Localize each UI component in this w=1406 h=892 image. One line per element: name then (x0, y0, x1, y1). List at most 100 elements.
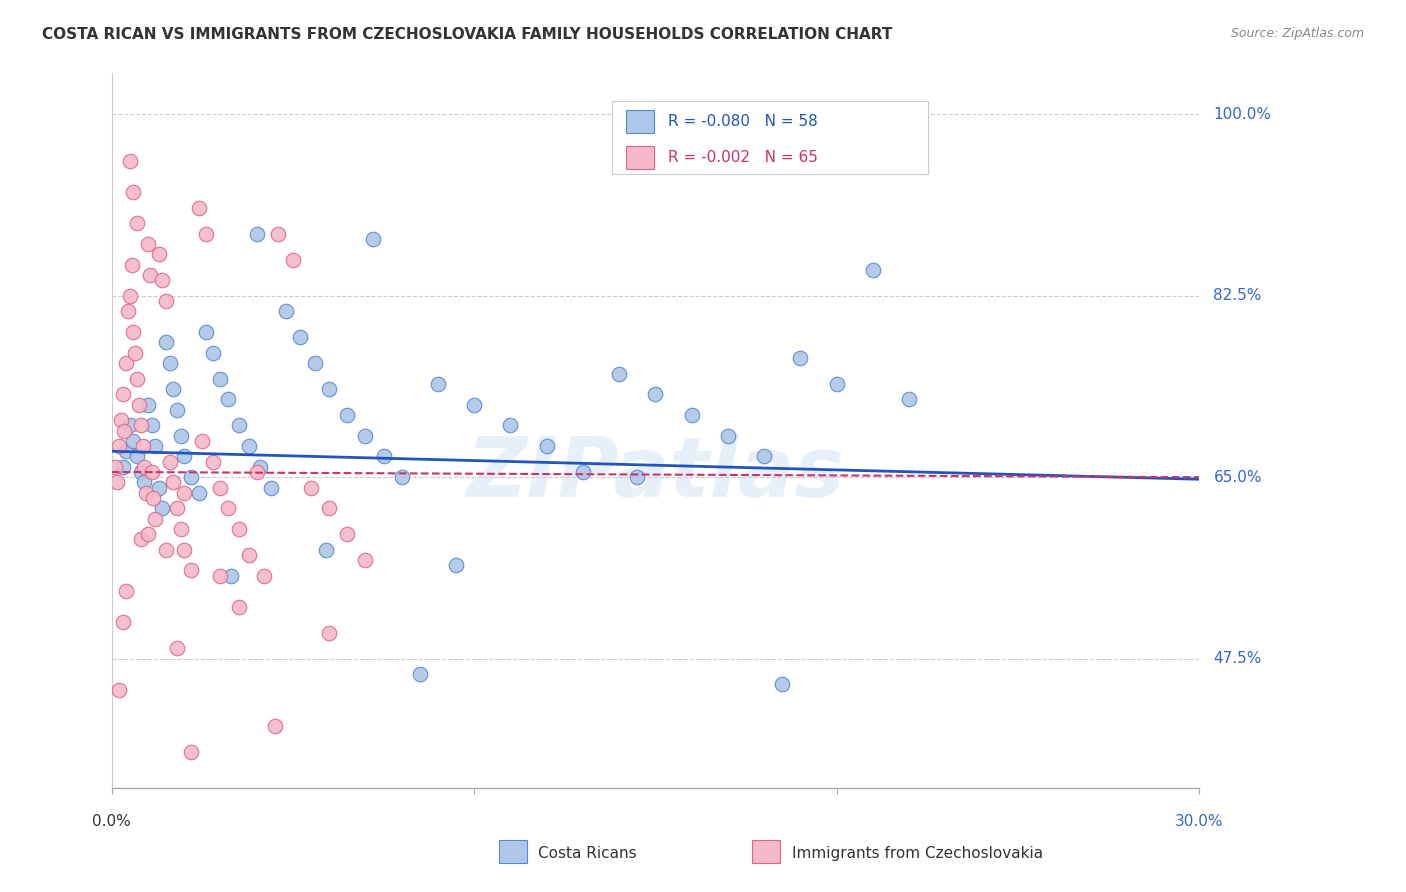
Point (299, 481, 322, 495)
Point (209, 481, 232, 495)
Point (898, 392, 921, 407)
Text: Costa Ricans: Costa Ricans (538, 847, 637, 861)
Point (129, 533, 152, 547)
Text: Source: ZipAtlas.com: Source: ZipAtlas.com (1230, 27, 1364, 40)
Point (246, 227, 269, 241)
Text: Immigrants from Czechoslovakia: Immigrants from Czechoslovakia (792, 847, 1043, 861)
Point (644, 387, 666, 401)
Point (139, 268, 162, 282)
Point (209, 372, 232, 386)
Point (681, 408, 703, 422)
Text: R = -0.002   N = 65: R = -0.002 N = 65 (668, 151, 818, 165)
Point (263, 719, 285, 733)
Point (125, 372, 148, 386)
Point (143, 511, 166, 525)
Point (131, 439, 153, 453)
Text: 0.0%: 0.0% (93, 814, 131, 829)
Point (238, 439, 260, 453)
Point (202, 346, 225, 360)
Point (180, 563, 202, 577)
Point (155, 335, 177, 350)
Point (274, 304, 297, 318)
Point (129, 418, 152, 433)
Point (607, 367, 630, 381)
Point (105, 475, 128, 490)
Point (572, 465, 595, 479)
Point (238, 548, 260, 562)
Point (391, 470, 413, 484)
Point (318, 625, 340, 640)
Point (112, 424, 135, 438)
Point (141, 418, 163, 433)
Point (122, 185, 145, 199)
Point (155, 293, 177, 308)
Point (134, 475, 156, 490)
Point (166, 641, 188, 656)
Point (148, 481, 170, 495)
Point (159, 454, 181, 468)
Point (187, 485, 209, 500)
Point (202, 454, 225, 468)
Point (209, 568, 232, 582)
Text: ZIPatlas: ZIPatlas (467, 433, 844, 514)
Text: 100.0%: 100.0% (1213, 107, 1271, 122)
Point (318, 501, 340, 516)
Point (315, 542, 337, 557)
Point (260, 481, 283, 495)
Point (159, 356, 181, 370)
Point (373, 450, 395, 464)
Point (142, 491, 165, 505)
Point (228, 599, 250, 614)
Point (111, 459, 134, 474)
Point (354, 553, 377, 567)
Point (499, 418, 522, 433)
Point (318, 382, 340, 396)
Point (122, 325, 145, 339)
Point (194, 227, 217, 241)
Point (217, 501, 239, 516)
Point (253, 568, 276, 582)
Point (155, 542, 177, 557)
Point (148, 247, 170, 261)
Point (626, 470, 648, 484)
Point (141, 465, 163, 479)
Point (361, 232, 384, 246)
Point (118, 289, 141, 303)
Text: COSTA RICAN VS IMMIGRANTS FROM CZECHOSLOVAKIA FAMILY HOUSEHOLDS CORRELATION CHAR: COSTA RICAN VS IMMIGRANTS FROM CZECHOSLO… (42, 27, 893, 42)
Point (121, 258, 143, 272)
Point (129, 465, 152, 479)
Point (770, 677, 793, 691)
Point (281, 252, 304, 267)
Point (336, 527, 359, 541)
Text: 47.5%: 47.5% (1213, 651, 1261, 666)
Point (166, 402, 188, 417)
Point (862, 263, 884, 277)
Point (221, 568, 243, 582)
Point (463, 398, 485, 412)
Point (135, 485, 157, 500)
Point (118, 154, 141, 169)
Point (336, 408, 359, 422)
Point (117, 304, 139, 318)
Point (789, 351, 811, 365)
Point (354, 428, 377, 442)
Point (444, 558, 467, 573)
Point (288, 330, 311, 344)
Point (162, 475, 184, 490)
Point (152, 501, 174, 516)
Point (125, 450, 148, 464)
Point (152, 273, 174, 287)
Point (108, 439, 131, 453)
Point (217, 392, 239, 407)
Point (304, 356, 326, 370)
Point (104, 459, 127, 474)
Point (136, 527, 159, 541)
Point (111, 615, 134, 630)
Point (752, 450, 775, 464)
Point (173, 450, 195, 464)
Point (124, 346, 146, 360)
Point (162, 382, 184, 396)
Point (166, 501, 188, 516)
Point (228, 418, 250, 433)
Point (169, 522, 191, 536)
